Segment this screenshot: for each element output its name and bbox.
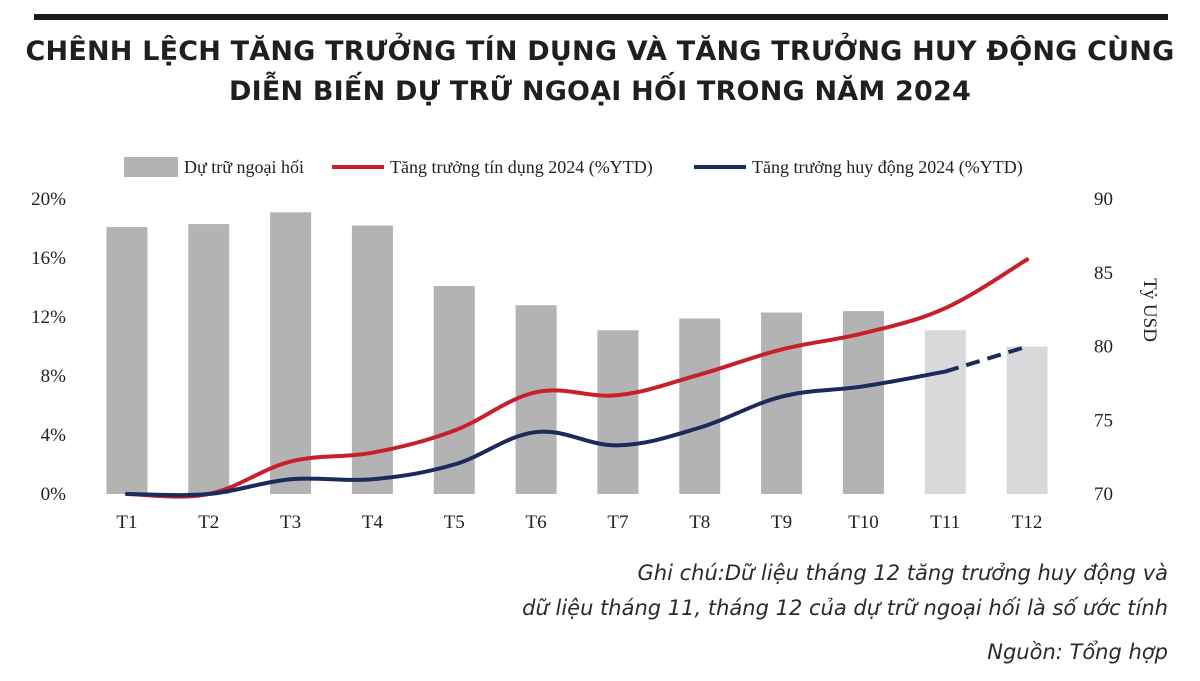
bar-reserve-T3 [270,212,312,494]
x-axis-tick-label: T6 [526,512,547,533]
chart-title-line-2: DIỄN BIẾN DỰ TRỮ NGOẠI HỐI TRONG NĂM 202… [229,76,971,107]
right-axis-tick-label: 80 [1094,337,1113,358]
bar-reserve-T6 [515,305,557,494]
chart-title-line-1: CHÊNH LỆCH TĂNG TRƯỞNG TÍN DỤNG VÀ TĂNG … [25,36,1175,67]
bar-reserve-T1 [106,227,148,494]
x-axis-tick-label: T4 [362,512,384,533]
left-axis-tick-label: 12% [31,307,66,328]
source-note: Nguồn: Tổng hợp [987,640,1168,664]
left-axis-tick-label: 20% [31,189,66,210]
left-axis-tick-label: 16% [31,248,66,269]
legend-swatch-reserve [124,157,178,177]
left-axis-tick-label: 0% [41,484,67,505]
note-line-1: Ghi chú:Dữ liệu tháng 12 tăng trưởng huy… [637,561,1168,585]
top-rule [34,14,1168,20]
bar-reserve-T10 [842,311,884,494]
line-deposit-growth-estimate [944,344,1028,374]
chart-title: CHÊNH LỆCH TĂNG TRƯỞNG TÍN DỤNG VÀ TĂNG … [20,32,1180,112]
right-axis-tick-label: 75 [1094,410,1113,431]
left-axis-tick-label: 4% [41,425,67,446]
right-axis-tick-label: 90 [1094,189,1113,210]
line-deposit-growth [124,369,948,498]
right-axis-tick-label: 85 [1094,263,1113,284]
bar-reserve-T7 [597,330,639,494]
note-line-2: dữ liệu tháng 11, tháng 12 của dự trữ ng… [522,596,1168,620]
bar-reserve-T8 [679,318,721,494]
right-axis-label: Tỷ USD [1139,278,1160,342]
x-axis-tick-label: T3 [280,512,301,533]
x-axis-tick-label: T10 [848,512,879,533]
x-axis-tick-label: T1 [116,512,137,533]
bar-reserve-T9 [761,312,803,494]
bar-reserve-T11 [924,330,966,494]
x-axis-tick-label: T8 [689,512,710,533]
x-axis-tick-label: T5 [444,512,465,533]
legend-label-deposit: Tăng trưởng huy động 2024 (%YTD) [752,157,1023,178]
legend-label-credit: Tăng trưởng tín dụng 2024 (%YTD) [390,157,653,178]
x-axis-tick-label: T11 [930,512,960,533]
x-axis-tick-label: T7 [607,512,628,533]
line-credit-growth [124,257,1030,499]
bar-reserve-T2 [188,224,230,494]
x-axis-tick-label: T2 [198,512,219,533]
bar-reserve-T12 [1006,346,1048,494]
left-axis-tick-label: 8% [41,366,67,387]
x-axis-tick-label: T9 [771,512,792,533]
legend-label-reserve: Dự trữ ngoại hối [184,157,304,177]
x-axis-tick-label: T12 [1012,512,1043,533]
right-axis-tick-label: 70 [1094,484,1113,505]
